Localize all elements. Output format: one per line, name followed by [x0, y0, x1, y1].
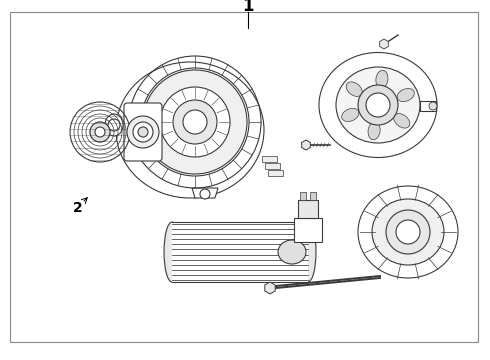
Circle shape [183, 110, 207, 134]
Circle shape [133, 122, 153, 142]
Ellipse shape [376, 70, 388, 88]
Ellipse shape [278, 240, 306, 264]
Circle shape [429, 102, 437, 110]
Circle shape [160, 87, 230, 157]
Ellipse shape [372, 199, 444, 265]
Circle shape [90, 122, 110, 142]
Circle shape [396, 220, 420, 244]
Circle shape [95, 127, 105, 137]
Circle shape [143, 70, 247, 174]
Ellipse shape [319, 53, 437, 158]
Circle shape [138, 127, 148, 137]
Circle shape [173, 100, 217, 144]
Ellipse shape [368, 122, 380, 140]
Bar [294, 218, 322, 242]
Ellipse shape [300, 222, 316, 282]
Ellipse shape [116, 62, 264, 198]
Bar [262, 156, 277, 162]
Polygon shape [192, 188, 218, 198]
Ellipse shape [336, 67, 420, 143]
Ellipse shape [358, 186, 458, 278]
Text: 1: 1 [242, 0, 254, 15]
Ellipse shape [397, 89, 415, 102]
Bar [268, 170, 283, 176]
Circle shape [108, 119, 120, 131]
Ellipse shape [394, 113, 410, 128]
Circle shape [358, 85, 398, 125]
Bar [265, 163, 280, 169]
Bar [298, 200, 318, 218]
Circle shape [386, 210, 430, 254]
Circle shape [200, 189, 210, 199]
Circle shape [366, 93, 390, 117]
Bar [420, 101, 436, 111]
Ellipse shape [105, 114, 123, 136]
Bar [310, 192, 316, 200]
Ellipse shape [346, 82, 362, 96]
Bar [172, 222, 308, 282]
Circle shape [127, 116, 159, 148]
Ellipse shape [342, 108, 359, 121]
Ellipse shape [164, 222, 180, 282]
Text: 2: 2 [73, 201, 83, 215]
FancyBboxPatch shape [124, 103, 162, 161]
Bar [300, 192, 306, 200]
